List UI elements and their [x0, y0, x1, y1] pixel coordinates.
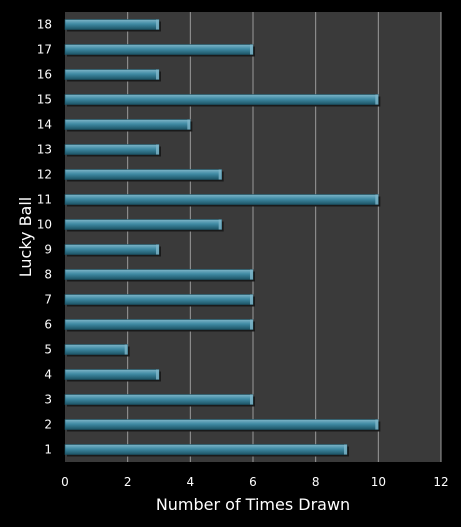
- x-tick-label: 12: [433, 475, 448, 489]
- bar-ball-9: [64, 244, 160, 255]
- bar-end-cap: [250, 269, 253, 280]
- bars: [64, 19, 381, 457]
- y-axis-title: Lucky Ball: [16, 197, 35, 278]
- bar-end-cap: [156, 19, 159, 30]
- gridlines: [127, 12, 442, 462]
- y-tick-label: 14: [37, 118, 52, 132]
- x-axis-title: Number of Times Drawn: [156, 495, 350, 514]
- bar-ball-3: [64, 394, 254, 405]
- bar-end-cap: [344, 444, 347, 455]
- bar-ball-4: [64, 369, 160, 380]
- bar-ball-8: [64, 269, 254, 280]
- bar-ball-13: [64, 144, 160, 155]
- bar-ball-17: [64, 44, 254, 55]
- bar-ball-7: [64, 294, 254, 305]
- x-tick-label: 8: [312, 475, 320, 489]
- y-tick-label: 16: [37, 68, 52, 82]
- y-tick-label: 12: [37, 168, 52, 182]
- bar-end-cap: [156, 69, 159, 80]
- bar-end-cap: [375, 194, 379, 205]
- y-tick-label: 9: [44, 243, 52, 257]
- bar-ball-5: [64, 344, 128, 355]
- bar-end-cap: [250, 294, 253, 305]
- y-tick-label: 2: [44, 418, 52, 432]
- x-tick-label: 6: [249, 475, 257, 489]
- x-tick-label: 10: [371, 475, 386, 489]
- x-tick-labels: 0 2 4 6 8 10 12: [61, 475, 448, 489]
- x-tick-label: 0: [61, 475, 69, 489]
- y-tick-label: 10: [37, 218, 52, 232]
- y-tick-label: 18: [37, 18, 52, 32]
- y-tick-label: 11: [37, 193, 52, 207]
- y-tick-label: 15: [37, 93, 52, 107]
- y-tick-label: 17: [37, 43, 52, 57]
- y-tick-label: 7: [44, 293, 52, 307]
- bar-ball-18: [64, 19, 160, 30]
- bar-ball-12: [64, 169, 222, 180]
- bar-ball-1: [64, 444, 348, 455]
- y-tick-label: 8: [44, 268, 52, 282]
- bar-ball-2: [64, 419, 379, 430]
- y-tick-label: 6: [44, 318, 52, 332]
- bar-ball-16: [64, 69, 160, 80]
- y-tick-label: 3: [44, 393, 52, 407]
- y-tick-label: 4: [44, 368, 52, 382]
- bar-ball-15: [64, 94, 379, 105]
- bar-end-cap: [156, 244, 159, 255]
- bar-end-cap: [218, 169, 222, 180]
- bar-end-cap: [187, 119, 191, 130]
- x-tick-label: 2: [124, 475, 132, 489]
- x-tick-label: 4: [187, 475, 195, 489]
- bar-ball-11: [64, 194, 379, 205]
- bar-end-cap: [250, 44, 253, 55]
- bar-ball-6: [64, 319, 254, 330]
- y-tick-label: 13: [37, 143, 52, 157]
- y-tick-label: 5: [44, 343, 52, 357]
- y-tick-label: 1: [44, 443, 52, 457]
- bar-end-cap: [218, 219, 222, 230]
- bar-end-cap: [124, 344, 128, 355]
- bar-end-cap: [375, 94, 379, 105]
- bar-end-cap: [156, 144, 159, 155]
- bar-ball-14: [64, 119, 191, 130]
- bar-end-cap: [156, 369, 159, 380]
- bar-end-cap: [250, 394, 253, 405]
- bar-end-cap: [250, 319, 253, 330]
- bar-end-cap: [375, 419, 379, 430]
- bar-ball-10: [64, 219, 222, 230]
